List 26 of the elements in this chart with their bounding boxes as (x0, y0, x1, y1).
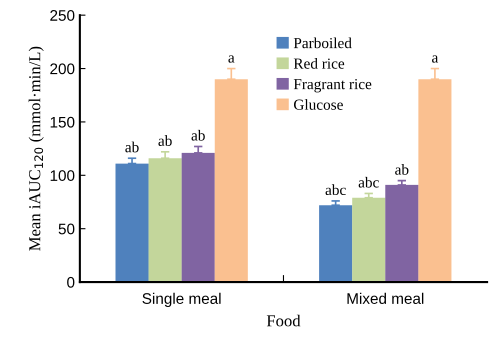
data-label: a (228, 55, 234, 63)
legend-label: Fragrant rice (294, 78, 372, 92)
y-tick-label: 50 (58, 224, 74, 234)
legend-label: Red rice (294, 58, 344, 69)
x-tick-label: Single meal (142, 292, 221, 307)
y-tick-label: 150 (50, 116, 74, 128)
bar (352, 198, 386, 282)
x-axis-title: Food (266, 314, 300, 326)
data-label: ab (158, 135, 172, 146)
x-tick-label: Mixed meal (347, 292, 424, 304)
y-axis-title: Mean iAUC$_{120}$ (mmol·min/L) (28, 46, 44, 251)
y-tick-label: 200 (50, 63, 74, 74)
data-label: abc (326, 184, 346, 196)
bar (319, 205, 352, 282)
legend-label: Glucose (294, 99, 343, 110)
legend-label: Parboiled (294, 37, 352, 48)
data-label: ab (125, 142, 139, 152)
data-label: ab (395, 164, 408, 175)
bar (385, 184, 418, 282)
data-label: ab (192, 130, 205, 141)
data-label: abc (358, 176, 379, 188)
y-tick-label: 0 (67, 276, 74, 288)
y-tick-label: 250 (50, 10, 74, 21)
y-tick-label: 100 (50, 170, 74, 181)
bar (116, 164, 149, 282)
data-label: a (432, 55, 438, 63)
